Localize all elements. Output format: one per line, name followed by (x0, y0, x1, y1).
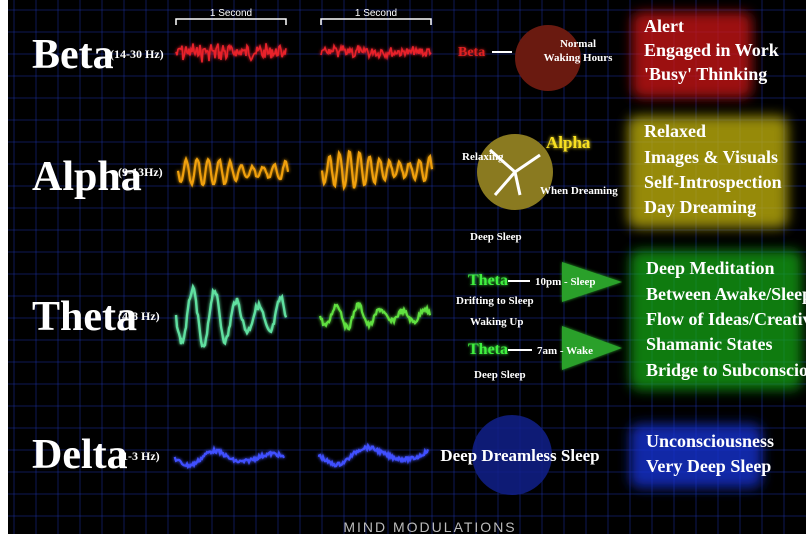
wave-name: Theta (32, 294, 137, 340)
waveform (176, 155, 290, 188)
scale-label: 1 Second (355, 8, 397, 19)
state-box (632, 12, 752, 98)
cycle-label: Theta (468, 341, 508, 358)
wave-range: (4-8 Hz) (118, 309, 160, 323)
clock-label: Deep Dreamless Sleep (440, 446, 599, 465)
cycle-arrow (562, 326, 622, 370)
cycle-label: 7am - Wake (537, 345, 593, 357)
state: Relaxed (644, 121, 706, 141)
state: Between Awake/Sleep (646, 284, 806, 304)
clock-note: Relaxing (462, 151, 504, 163)
state: Very Deep Sleep (646, 456, 771, 476)
cycle-label: Deep Sleep (474, 369, 526, 381)
waveform (320, 43, 432, 61)
cycle-label: Theta (468, 272, 508, 289)
cycle-label: Waking Up (470, 316, 524, 328)
clock-label: Alpha (546, 133, 591, 152)
clock (472, 415, 552, 495)
cycle-label: Drifting to Sleep (456, 295, 534, 307)
cycle-label: 10pm - Sleep (535, 276, 596, 288)
clock-label: Beta (458, 45, 485, 60)
clock-note: Normal (560, 38, 596, 50)
state: Day Dreaming (644, 197, 756, 217)
wave-range: (9-13Hz) (118, 165, 163, 179)
cycle-arrow (562, 262, 622, 302)
clock-note: Waking Hours (544, 52, 613, 64)
wave-name: Beta (32, 32, 114, 78)
waveform (173, 444, 285, 470)
wave-range: (1-3 Hz) (118, 449, 160, 463)
state: 'Busy' Thinking (644, 64, 767, 84)
cycle-label: Deep Sleep (470, 231, 522, 243)
state: Deep Meditation (646, 258, 774, 278)
state: Shamanic States (646, 334, 773, 354)
state-box (630, 250, 802, 390)
state: Self-Introspection (644, 172, 782, 192)
state: Unconsciousness (646, 431, 774, 451)
state: Images & Visuals (644, 147, 778, 167)
waveform (317, 442, 430, 468)
waveform (320, 149, 434, 192)
wave-range: (14-30 Hz) (110, 47, 164, 61)
wave-name: Alpha (32, 154, 142, 200)
state: Engaged in Work (644, 40, 779, 60)
scale-bracket (175, 18, 432, 25)
scale-label: 1 Second (210, 8, 252, 19)
waveform (174, 283, 288, 348)
state: Alert (644, 16, 684, 36)
state-box (630, 424, 762, 488)
state: Flow of Ideas/Creativity (646, 309, 806, 329)
state: Bridge to Subconscious (646, 360, 806, 380)
clock (515, 25, 581, 91)
state-box (628, 116, 788, 228)
footer-brand: MIND MODULATIONS (343, 519, 516, 534)
wave-name: Delta (32, 432, 128, 478)
clock-hands (489, 148, 541, 196)
waveform (175, 43, 287, 63)
clock-note: When Dreaming (540, 185, 618, 197)
waveform (318, 301, 432, 332)
